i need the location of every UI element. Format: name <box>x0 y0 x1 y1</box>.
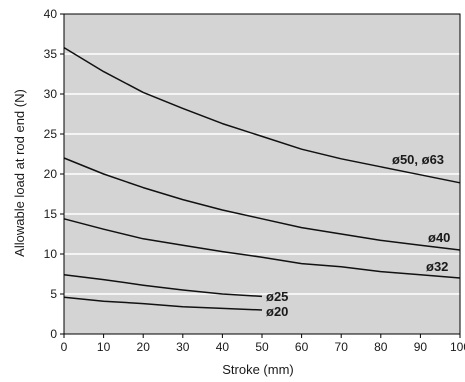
y-tick-label: 15 <box>44 207 58 221</box>
axes <box>60 13 461 338</box>
x-tick-label: 30 <box>176 340 190 354</box>
y-tick-label: 5 <box>50 287 57 301</box>
x-tick-label: 20 <box>137 340 151 354</box>
y-tick-label: 0 <box>50 327 57 341</box>
series-label-32: ø32 <box>426 259 448 274</box>
x-tick-label: 90 <box>414 340 428 354</box>
x-axis-title: Stroke (mm) <box>222 362 294 377</box>
y-tick-label: 20 <box>44 167 58 181</box>
series-line-25 <box>63 274 263 298</box>
x-tick-label: 70 <box>335 340 349 354</box>
series-label-40: ø40 <box>428 230 450 245</box>
y-axis-title: Allowable load at rod end (N) <box>12 89 27 257</box>
x-tick-label: 80 <box>374 340 388 354</box>
series-label-25: ø25 <box>266 289 288 304</box>
series-line-50-63 <box>63 46 461 184</box>
series-label-50-63: ø50, ø63 <box>392 152 444 167</box>
y-tick-label: 40 <box>44 7 58 21</box>
y-tick-label: 35 <box>44 47 58 61</box>
series-line-40 <box>63 157 461 251</box>
gridlines <box>64 53 460 295</box>
series-line-20 <box>63 296 263 311</box>
x-tick-label: 10 <box>97 340 111 354</box>
y-tick-label: 10 <box>44 247 58 261</box>
series-label-20: ø20 <box>266 304 288 319</box>
tick-labels: 0 10 20 30 40 50 60 70 80 90 100 0 5 10 15 20 25 30 35 40 <box>44 7 465 354</box>
x-tick-label: 60 <box>295 340 309 354</box>
x-tick-label: 100 <box>450 340 465 354</box>
y-tick-label: 25 <box>44 127 58 141</box>
x-tick-label: 50 <box>255 340 269 354</box>
x-tick-label: 40 <box>216 340 230 354</box>
x-tick-label: 0 <box>61 340 68 354</box>
series-lines <box>63 46 461 311</box>
series-line-32 <box>63 218 461 279</box>
y-tick-label: 30 <box>44 87 58 101</box>
